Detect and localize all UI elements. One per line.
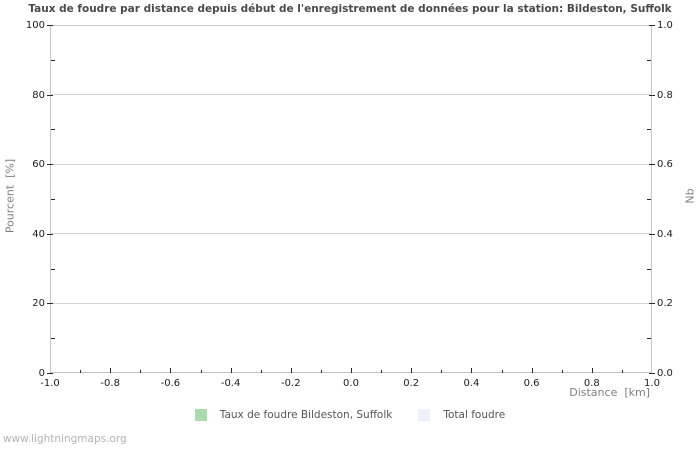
y-left-major-tick <box>47 164 53 166</box>
x-minor-tick <box>320 370 322 373</box>
legend-label: Taux de foudre Bildeston, Suffolk <box>219 409 393 421</box>
x-minor-tick <box>200 370 202 373</box>
gridline <box>50 94 652 96</box>
y-right-minor-tick <box>647 59 651 61</box>
legend-item: Total foudre <box>418 409 505 421</box>
y-right-tick-label: 0.8 <box>657 89 673 101</box>
x-major-tick <box>591 368 593 373</box>
y-left-minor-tick <box>51 268 55 270</box>
y-right-minor-tick <box>647 199 651 200</box>
y-right-tick-label: 0.4 <box>657 228 673 240</box>
y-left-major-tick <box>47 94 53 96</box>
y-right-tick-label: 0.2 <box>657 298 673 310</box>
x-minor-tick <box>621 370 623 373</box>
legend-label: Total foudre <box>443 409 506 421</box>
y-right-major-tick <box>649 25 655 26</box>
chart-title: Taux de foudre par distance depuis début… <box>28 3 672 15</box>
y-right-major-tick <box>649 94 655 96</box>
y-left-tick-label: 80 <box>32 89 45 101</box>
x-tick-label: 0.8 <box>583 378 600 389</box>
x-minor-tick <box>501 370 503 373</box>
y-right-minor-tick <box>647 268 651 270</box>
gridline <box>50 302 652 304</box>
y-right-tick-label: 0.6 <box>657 159 673 171</box>
y-left-major-tick <box>47 303 53 305</box>
y-left-minor-tick <box>51 59 55 61</box>
y-right-tick-label: 1.0 <box>657 20 673 31</box>
x-major-tick <box>290 368 292 373</box>
x-major-tick <box>170 368 172 373</box>
y-left-major-tick <box>47 373 53 374</box>
gridline <box>50 163 652 165</box>
y-right-major-tick <box>649 164 655 166</box>
y-left-major-tick <box>47 233 53 235</box>
watermark: www.lightningmaps.org <box>3 433 127 445</box>
x-major-tick <box>531 368 533 373</box>
x-tick-label: -0.2 <box>281 378 301 389</box>
y-left-tick-label: 20 <box>32 298 45 310</box>
y-right-tick-label: 0.0 <box>657 368 673 379</box>
x-tick-label: 0.2 <box>403 378 420 389</box>
y-left-tick-label: 60 <box>32 159 45 171</box>
x-major-tick <box>411 368 413 373</box>
y-left-tick-label: 40 <box>32 228 45 240</box>
x-tick-label: 0.6 <box>523 378 540 389</box>
legend-item: Taux de foudre Bildeston, Suffolk <box>194 409 393 421</box>
x-minor-tick <box>381 370 383 373</box>
y-left-minor-tick <box>51 199 55 200</box>
plot-area <box>50 25 652 373</box>
y-left-minor-tick <box>51 338 55 340</box>
x-minor-tick <box>80 370 82 373</box>
x-tick-label: -0.8 <box>100 378 120 389</box>
y-right-major-tick <box>649 303 655 305</box>
y-left-major-tick <box>47 25 53 26</box>
x-tick-label: -0.6 <box>160 378 181 389</box>
gridline <box>50 233 652 235</box>
y-left-minor-tick <box>51 129 55 131</box>
x-minor-tick <box>140 370 142 373</box>
x-major-tick <box>351 368 352 373</box>
x-tick-label: -1.0 <box>40 378 60 389</box>
x-tick-label: 0.0 <box>343 378 359 389</box>
y-right-major-tick <box>649 233 655 235</box>
legend: Taux de foudre Bildeston, Suffolk Total f… <box>0 406 700 424</box>
legend-swatch <box>194 409 207 421</box>
x-minor-tick <box>561 370 563 373</box>
y-axis-label-right: Nb <box>683 188 697 204</box>
y-right-major-tick <box>649 373 655 374</box>
x-axis-label: Distance [km] <box>569 386 650 399</box>
x-minor-tick <box>441 370 443 373</box>
y-left-tick-label: 0 <box>38 368 45 379</box>
x-tick-label: -0.4 <box>220 378 241 389</box>
y-left-tick-label: 100 <box>25 20 45 31</box>
x-major-tick <box>230 368 232 373</box>
x-minor-tick <box>260 370 262 373</box>
x-tick-label: 1.0 <box>644 378 660 389</box>
x-major-tick <box>471 368 473 373</box>
y-right-minor-tick <box>647 129 651 131</box>
y-axis-label-left: Pourcent [%] <box>3 158 17 234</box>
legend-swatch <box>418 409 431 421</box>
x-major-tick <box>110 368 112 373</box>
x-tick-label: 0.4 <box>463 378 480 389</box>
y-right-minor-tick <box>647 338 651 340</box>
